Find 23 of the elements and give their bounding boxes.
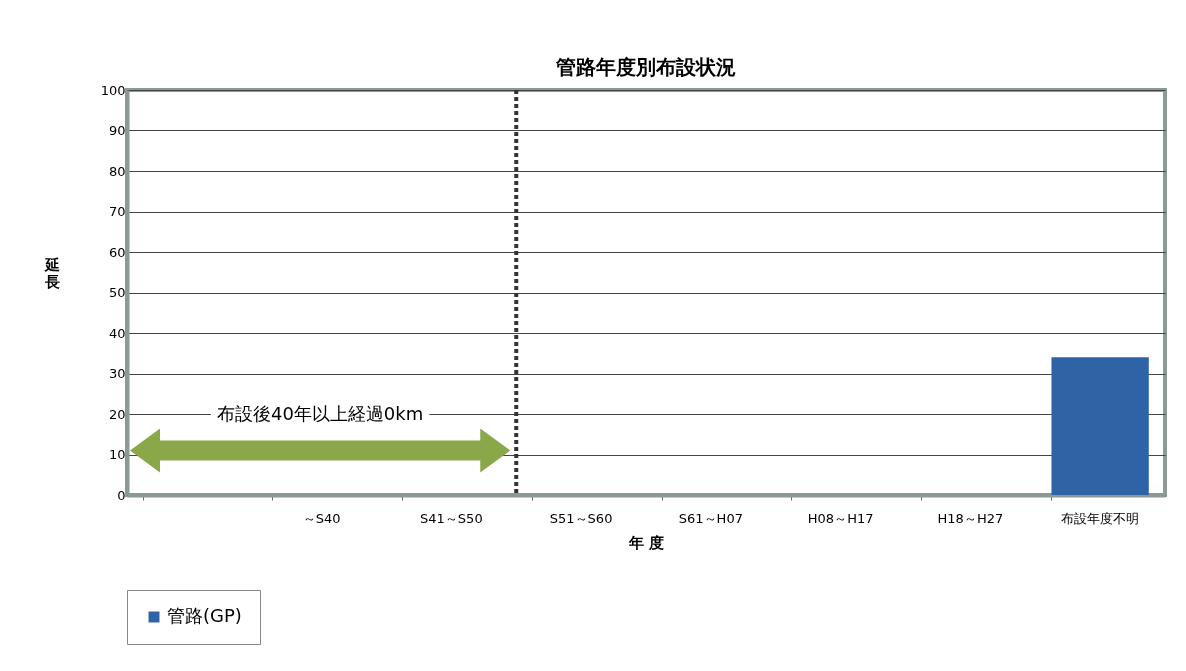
x-tick-label: S61～H07 (678, 510, 743, 526)
y-tick-label: 100 (100, 82, 126, 98)
y-tick-label: 10 (108, 447, 126, 462)
x-tick-label: ～S40 (302, 510, 341, 526)
y-tick-label: 20 (108, 406, 126, 422)
y-tick-label: 30 (108, 366, 126, 381)
x-tick-label: H08～H17 (807, 510, 874, 526)
y-axis-title: 延長 (44, 256, 60, 291)
x-tick-label: S51～S60 (549, 510, 613, 526)
chart-title: 管路年度別布設状況 (555, 55, 736, 79)
y-tick-label: 90 (108, 123, 126, 138)
annotation: 布設後40年以上経過0km (216, 403, 424, 425)
y-tick-label: 40 (108, 325, 126, 341)
y-tick-label: 60 (108, 244, 126, 260)
legend-label: 管路(GP) (167, 605, 242, 626)
y-tick-label: 80 (108, 163, 126, 179)
y-tick-label: 0 (117, 487, 126, 503)
x-tick-label: 布設年度不明 (1061, 510, 1140, 526)
y-tick-label: 70 (108, 204, 126, 219)
x-tick-label: H18～H27 (937, 510, 1004, 526)
x-tick-label: S41～S50 (420, 510, 483, 526)
x-axis-title: 年 度 (627, 533, 665, 552)
y-tick-label: 50 (108, 285, 126, 300)
